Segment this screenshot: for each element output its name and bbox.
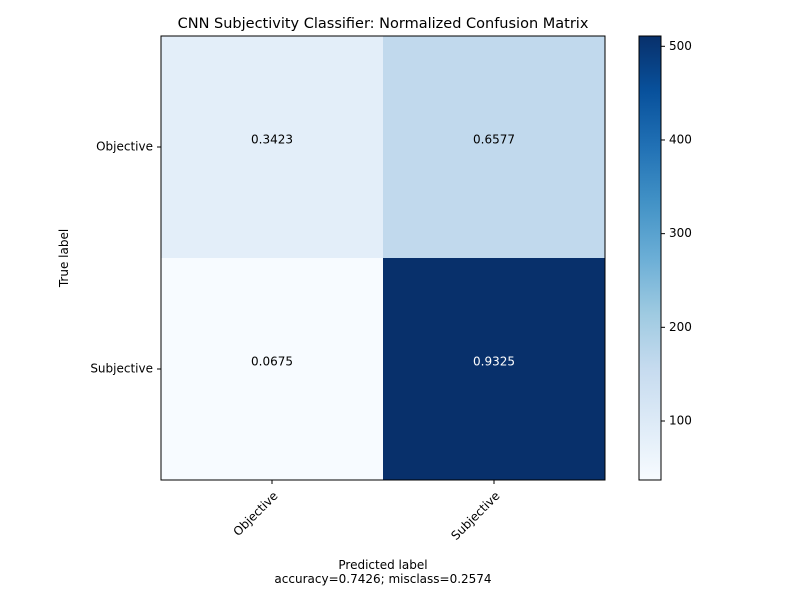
y-axis-label: True label	[57, 229, 71, 288]
colorbar-tick-label: 400	[669, 132, 692, 146]
cell-value-label: 0.3423	[251, 133, 293, 147]
colorbar-tick-label: 300	[669, 226, 692, 240]
colorbar-ticks: 100 200 300 400 500	[661, 39, 692, 427]
x-tick-label: Subjective	[448, 489, 502, 543]
x-axis-ticks: Objective Subjective	[230, 480, 503, 543]
cell-value-label: 0.0675	[251, 355, 293, 369]
y-tick-label: Objective	[96, 140, 153, 154]
colorbar-gradient	[638, 35, 662, 481]
heatmap-cell	[383, 36, 605, 258]
y-tick-label: Subjective	[90, 362, 153, 376]
colorbar-tick-label: 500	[669, 39, 692, 53]
colorbar-tick-label: 200	[669, 320, 692, 334]
heatmap-cell	[161, 258, 383, 480]
heatmap-cell-labels: 0.3423 0.6577 0.0675 0.9325	[251, 133, 515, 369]
x-axis-note: accuracy=0.7426; misclass=0.2574	[274, 572, 491, 586]
x-tick-label: Objective	[230, 489, 280, 539]
cell-value-label: 0.6577	[473, 133, 515, 147]
colorbar-tick-label: 100	[669, 413, 692, 427]
y-axis-ticks: Objective Subjective	[90, 140, 161, 376]
heatmap-cell	[383, 258, 605, 480]
plot-frame	[160, 35, 606, 481]
x-axis-label: Predicted label	[338, 558, 427, 572]
heatmap-cell	[161, 36, 383, 258]
cell-value-label: 0.9325	[473, 355, 515, 369]
chart-title: CNN Subjectivity Classifier: Normalized …	[178, 16, 589, 32]
heatmap-cells	[161, 36, 605, 480]
colorbar: 100 200 300 400 500	[638, 35, 692, 481]
